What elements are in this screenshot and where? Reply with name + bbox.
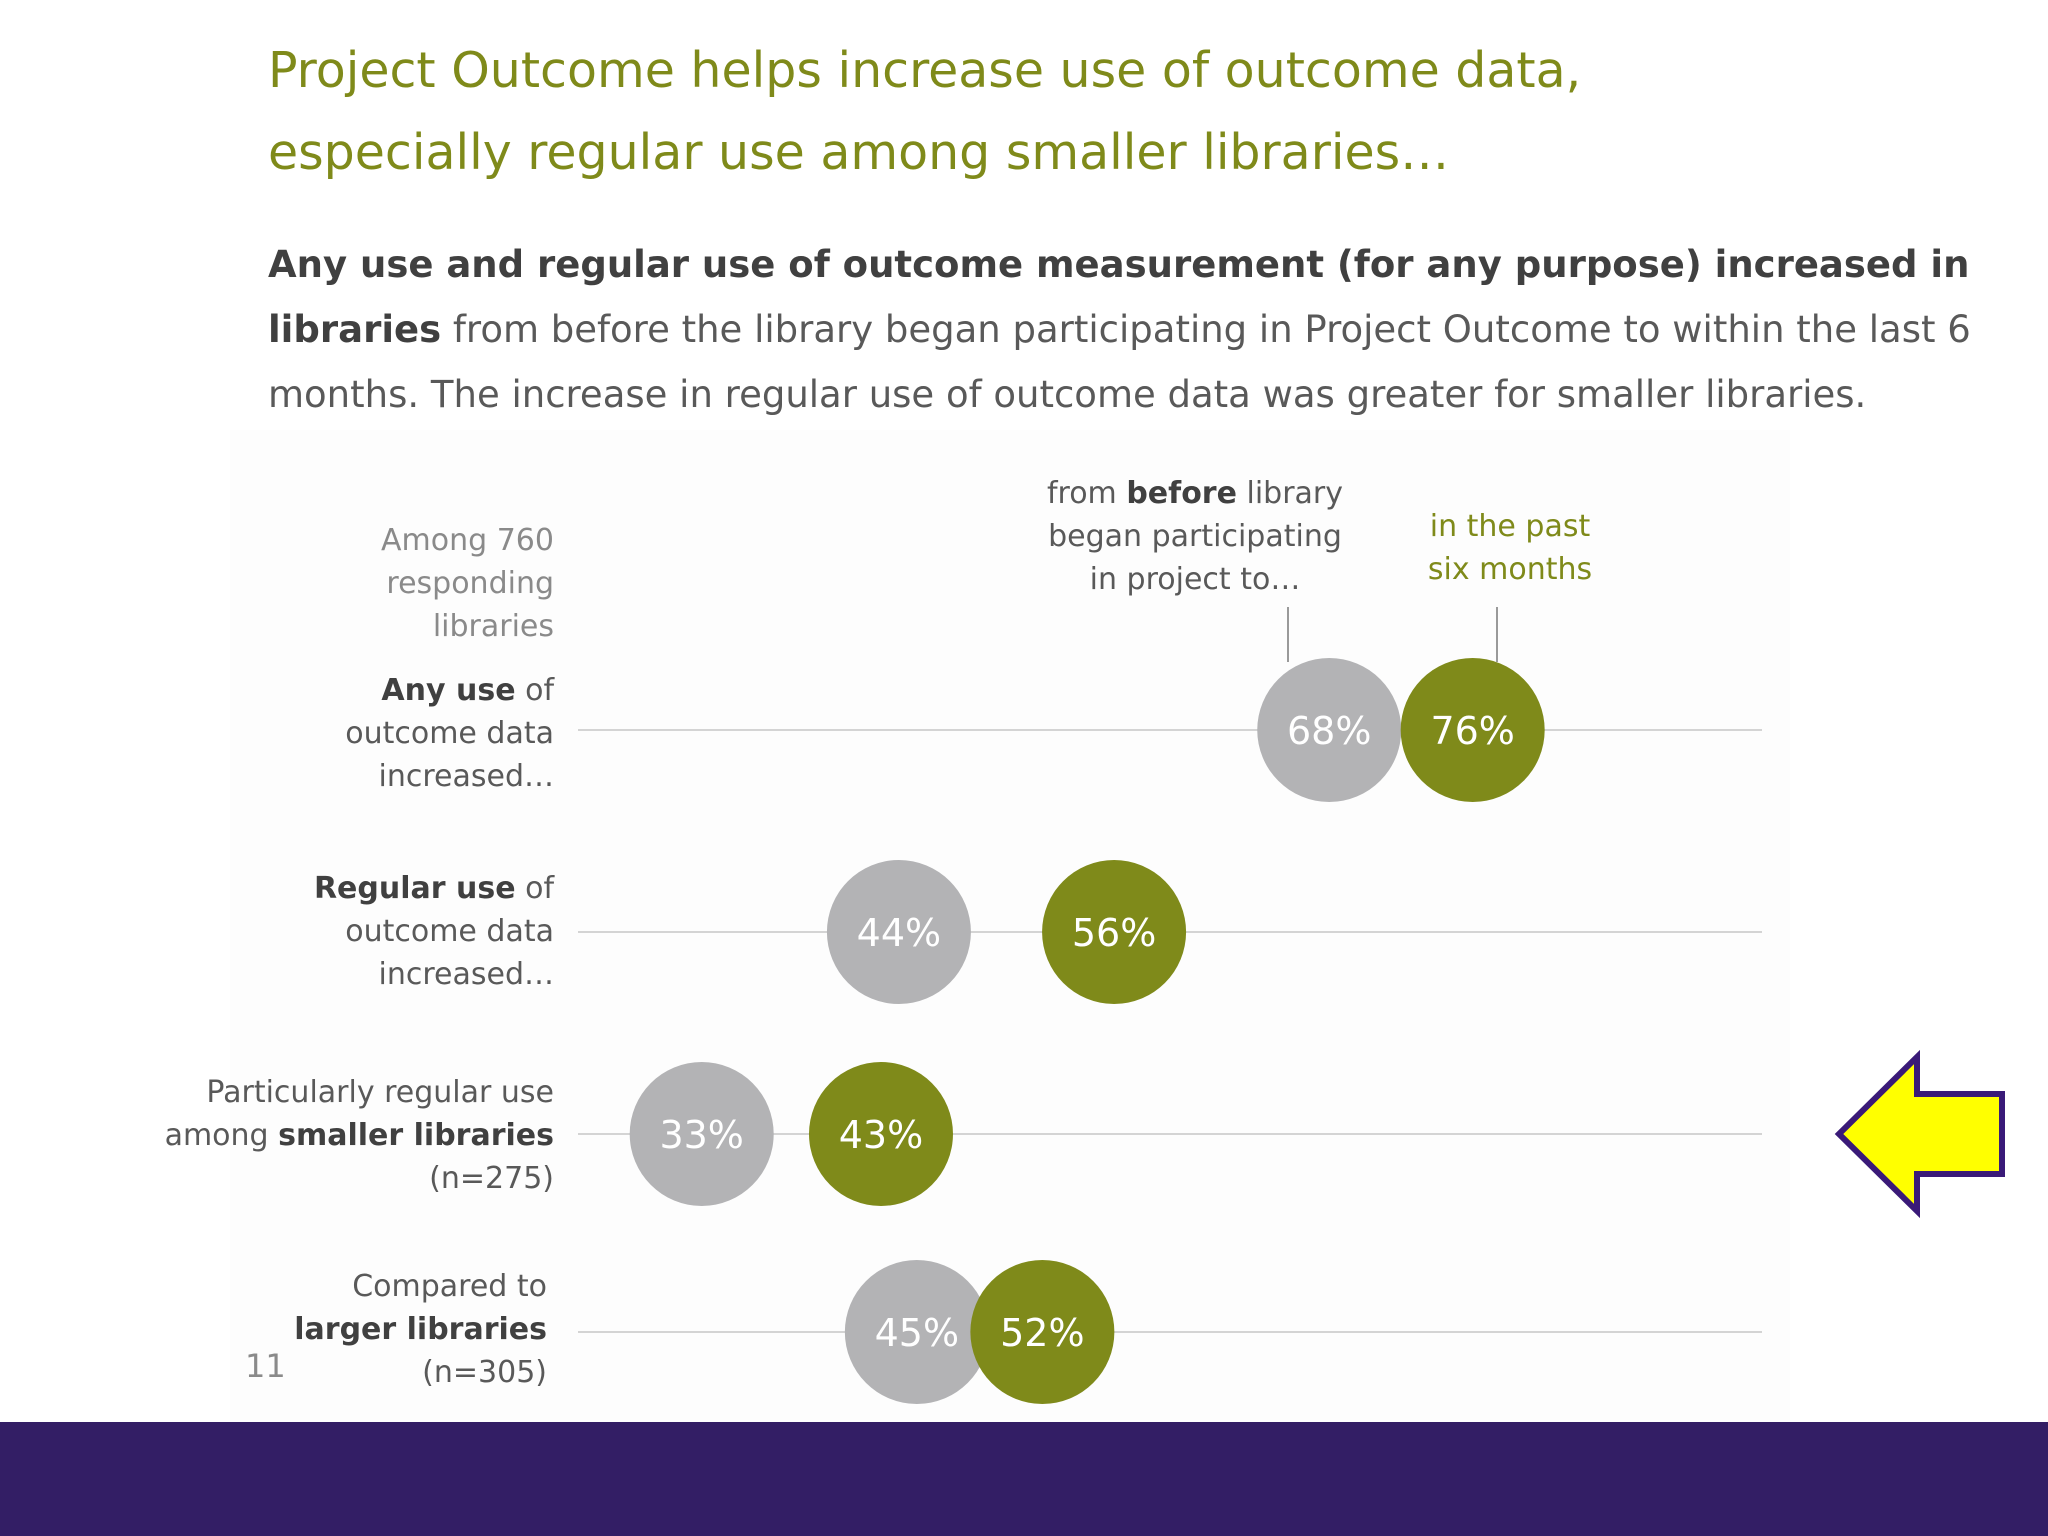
before-value-label: 44%	[857, 911, 941, 955]
legend-before-line-3: in project to…	[1089, 562, 1301, 597]
title-line-2: especially regular use among smaller lib…	[268, 124, 1450, 181]
respondents-line-3: libraries	[432, 609, 554, 644]
after-value-label: 56%	[1072, 911, 1156, 955]
row-label-any-use: Any use of outcome data increased…	[345, 669, 554, 798]
row-label-any-use-line-3: increased…	[378, 759, 555, 794]
after-value-label: 52%	[1000, 1311, 1084, 1355]
legend-before-bold: before	[1126, 476, 1237, 511]
before-value-label: 68%	[1287, 709, 1371, 753]
subtitle-rest: from before the library began participat…	[268, 308, 1971, 416]
legend-before-leader	[1287, 607, 1289, 662]
before-value-label: 45%	[875, 1311, 959, 1355]
row-label-smaller-line-2: among smaller libraries	[165, 1114, 554, 1157]
legend-before-line-1: from before library	[1040, 472, 1350, 515]
row-label-regular-use-bold: Regular use	[313, 871, 516, 906]
legend-after-line-2: six months	[1427, 552, 1593, 587]
row-label-any-use-tail: of	[515, 673, 554, 708]
after-dot	[1042, 860, 1187, 1004]
row-label-smaller-line-1: Particularly regular use	[206, 1075, 554, 1110]
before-dot	[1257, 658, 1402, 802]
legend-after-line-1: in the past	[1429, 509, 1591, 544]
row-label-smaller-pre: among	[164, 1118, 279, 1153]
row-label-larger-bold: larger libraries	[294, 1312, 547, 1347]
before-value-label: 33%	[659, 1113, 743, 1157]
subtitle-bold: Any use and regular use of outcome measu…	[268, 243, 1970, 351]
row-label-larger-line-1: Compared to	[352, 1269, 547, 1304]
legend-before-line-2: began participating	[1048, 519, 1342, 554]
row-label-larger-libraries: Compared to larger libraries (n=305)	[294, 1265, 547, 1394]
subtitle: Any use and regular use of outcome measu…	[268, 232, 1988, 427]
legend-after-leader	[1496, 607, 1498, 662]
title-line-1: Project Outcome helps increase use of ou…	[268, 42, 1582, 99]
before-dot	[826, 860, 971, 1004]
legend-before-pre: from	[1046, 476, 1127, 511]
respondents-line-2: responding	[386, 566, 554, 601]
row-label-smaller-libraries: Particularly regular use among smaller l…	[165, 1071, 554, 1200]
legend-after: in the past six months	[1410, 505, 1610, 591]
after-dot	[970, 1260, 1115, 1404]
row-label-regular-use-line-3: increased…	[378, 957, 555, 992]
footer-bar	[0, 1422, 2048, 1536]
row-label-regular-use-tail: of	[515, 871, 554, 906]
page-title: Project Outcome helps increase use of ou…	[268, 30, 1968, 194]
row-label-any-use-bold: Any use	[381, 673, 516, 708]
after-dot	[808, 1062, 953, 1206]
chart-panel	[230, 430, 1790, 1420]
respondents-note: Among 760 responding libraries	[381, 519, 554, 648]
after-value-label: 76%	[1430, 709, 1514, 753]
page-number: 11	[245, 1347, 286, 1385]
after-value-label: 43%	[839, 1113, 923, 1157]
before-dot	[629, 1062, 774, 1206]
row-label-larger-line-3: (n=305)	[422, 1355, 547, 1390]
legend-before: from before library began participating …	[1040, 472, 1350, 601]
row-label-any-use-line-1: Any use of	[345, 669, 554, 712]
row-label-larger-line-2: larger libraries	[294, 1308, 547, 1351]
row-label-regular-use: Regular use of outcome data increased…	[314, 867, 554, 996]
highlight-arrow-icon	[1834, 1049, 2005, 1219]
row-label-any-use-line-2: outcome data	[345, 716, 554, 751]
legend-before-post: library	[1236, 476, 1344, 511]
respondents-line-1: Among 760	[381, 523, 554, 558]
before-dot	[844, 1260, 989, 1404]
after-dot	[1400, 658, 1545, 802]
row-label-regular-use-line-2: outcome data	[345, 914, 554, 949]
row-label-regular-use-line-1: Regular use of	[314, 867, 554, 910]
row-label-smaller-line-3: (n=275)	[429, 1161, 554, 1196]
row-label-smaller-bold: smaller libraries	[278, 1118, 554, 1153]
